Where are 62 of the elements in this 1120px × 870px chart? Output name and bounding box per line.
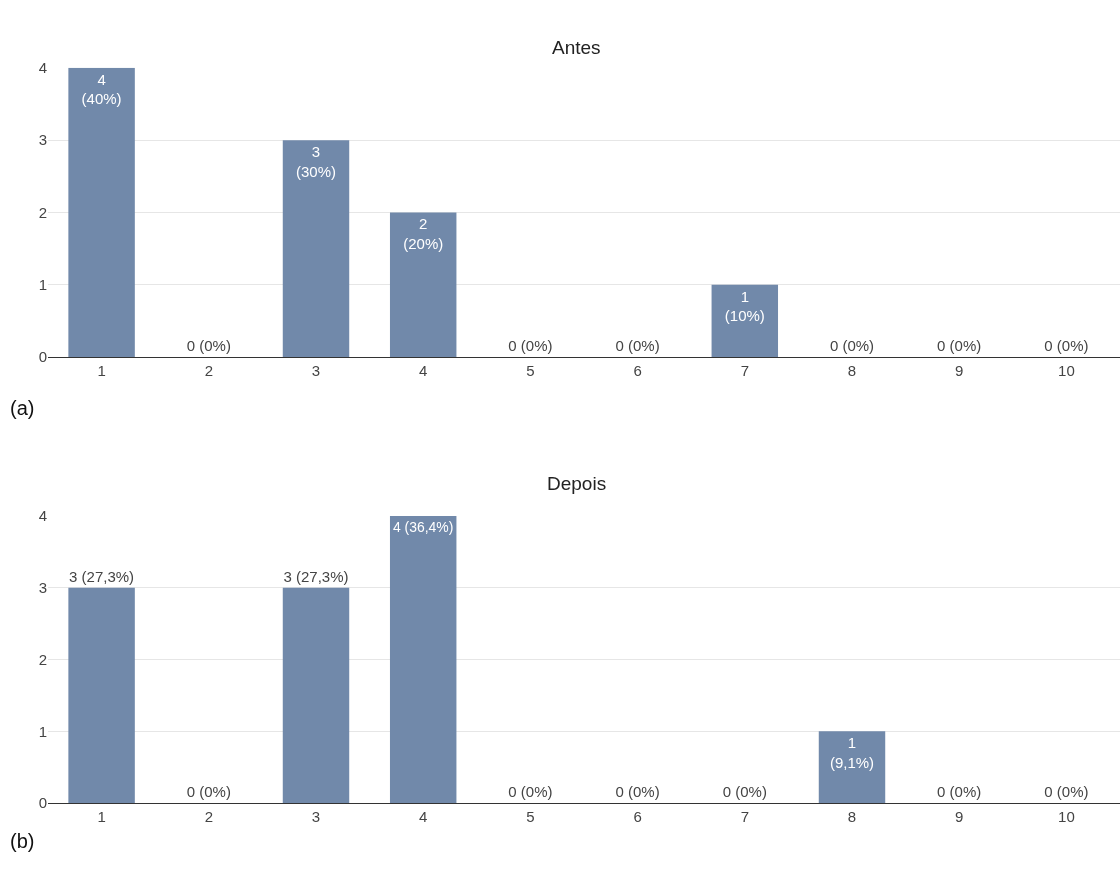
data-label: 0 (0%) bbox=[186, 337, 231, 355]
x-tick-label: 1 bbox=[97, 362, 106, 380]
x-tick-label: 7 bbox=[740, 808, 749, 826]
chart-title: Depois bbox=[547, 473, 607, 494]
y-tick-label: 0 bbox=[38, 348, 47, 366]
data-label: 3 (27,3%) bbox=[283, 567, 349, 585]
data-label: 0 (0%) bbox=[829, 337, 875, 355]
x-tick-label: 3 bbox=[311, 362, 321, 380]
x-tick-label: 7 bbox=[740, 362, 749, 380]
x-tick-label: 9 bbox=[955, 362, 964, 380]
data-label: 3 (30%) bbox=[295, 143, 337, 180]
x-tick-label: 4 bbox=[419, 362, 428, 380]
data-label: 0 (0%) bbox=[615, 337, 660, 355]
data-label: 0 (0%) bbox=[1044, 337, 1089, 355]
x-tick-label: 6 bbox=[633, 808, 642, 826]
data-label: 0 (0%) bbox=[186, 783, 231, 801]
data-label: 4 (40%) bbox=[81, 70, 122, 108]
data-label: 0 (0%) bbox=[937, 783, 982, 801]
x-tick-label: 9 bbox=[955, 808, 964, 826]
bar bbox=[711, 284, 779, 358]
x-tick-label: 8 bbox=[847, 808, 857, 826]
y-tick-label: 0 bbox=[38, 794, 47, 812]
data-label: 0 (0%) bbox=[508, 783, 553, 801]
x-tick-label: 2 bbox=[204, 808, 213, 826]
y-tick-label: 2 bbox=[38, 650, 47, 668]
bar bbox=[282, 587, 350, 804]
x-tick-label: 4 bbox=[419, 808, 428, 826]
y-tick-label: 3 bbox=[38, 578, 47, 596]
x-tick-label: 6 bbox=[633, 362, 642, 380]
x-tick-label: 2 bbox=[204, 362, 213, 380]
bar bbox=[68, 67, 135, 358]
x-tick-label: 10 bbox=[1058, 362, 1075, 380]
bar bbox=[818, 731, 886, 804]
x-tick-label: 1 bbox=[97, 808, 106, 826]
y-tick-label: 1 bbox=[38, 722, 47, 740]
data-label: 0 (0%) bbox=[508, 337, 553, 355]
y-tick-label: 4 bbox=[38, 507, 47, 525]
data-label: 2 (20%) bbox=[403, 215, 444, 252]
text: (b) bbox=[10, 830, 35, 852]
x-tick-label: 8 bbox=[847, 362, 857, 380]
data-label: 0 (0%) bbox=[937, 337, 982, 355]
y-tick-label: 3 bbox=[38, 131, 47, 149]
data-label: 3 (27,3%) bbox=[69, 567, 135, 585]
y-tick-label: 4 bbox=[38, 59, 47, 77]
data-label: 1 (9,1%) bbox=[829, 734, 875, 771]
data-label: 0 (0%) bbox=[1044, 783, 1089, 801]
x-tick-label: 3 bbox=[311, 808, 321, 826]
bar bbox=[282, 140, 350, 358]
text: (a) bbox=[10, 397, 35, 419]
y-tick-label: 1 bbox=[38, 276, 47, 294]
chart-title: Antes bbox=[552, 37, 601, 58]
data-label: 0 (0%) bbox=[615, 783, 660, 801]
data-label: 1 (10%) bbox=[724, 287, 765, 325]
data-label: 0 (0%) bbox=[722, 783, 767, 801]
x-tick-label: 5 bbox=[526, 362, 535, 380]
bar bbox=[68, 587, 135, 804]
data-label: 4 (36,4%) bbox=[392, 518, 454, 535]
bar bbox=[389, 515, 457, 804]
x-tick-label: 5 bbox=[526, 808, 535, 826]
y-tick-label: 2 bbox=[38, 203, 47, 221]
x-tick-label: 10 bbox=[1058, 808, 1075, 826]
bar bbox=[389, 212, 457, 358]
